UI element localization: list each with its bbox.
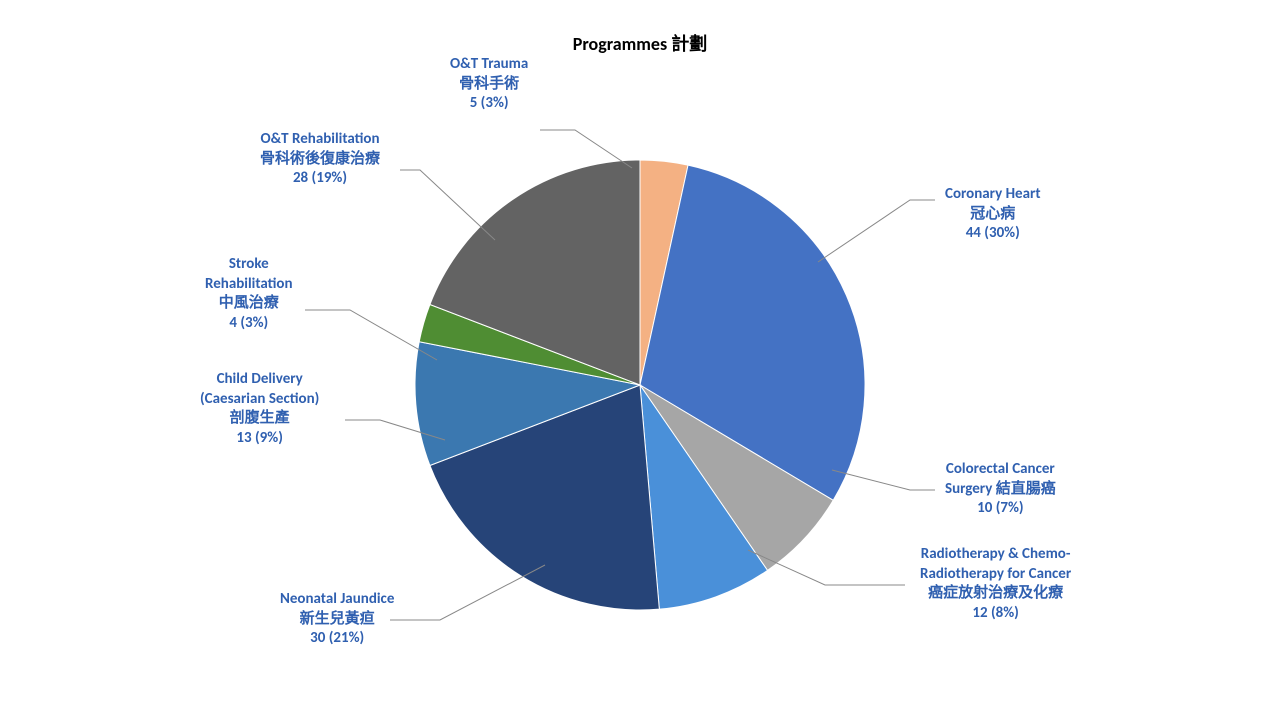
slice-label: Radiotherapy & Chemo-Radiotherapy for Ca… [920, 545, 1071, 623]
slice-label: Coronary Heart冠心病44 (30%) [945, 185, 1041, 244]
slice-label-line: 5 (3%) [450, 94, 528, 114]
slice-label-line: 中風治療 [205, 294, 293, 314]
slice-label-line: 冠心病 [945, 205, 1041, 225]
slice-label-line: O&T Rehabilitation [260, 130, 380, 150]
slice-label-line: Rehabilitation [205, 275, 293, 295]
slice-label-line: 10 (7%) [945, 499, 1056, 519]
chart-title: Programmes 計劃 [573, 30, 707, 56]
slice-label-line: Child Delivery [200, 370, 319, 390]
slice-label-line: 剖腹生產 [200, 409, 319, 429]
slice-label-line: 13 (9%) [200, 429, 319, 449]
slice-label-line: Stroke [205, 255, 293, 275]
pie-chart-svg [0, 0, 1280, 720]
slice-label-line: 骨科術後復康治療 [260, 150, 380, 170]
slice-label: O&T Rehabilitation骨科術後復康治療28 (19%) [260, 130, 380, 189]
slice-label-line: Coronary Heart [945, 185, 1041, 205]
slice-label-line: 癌症放射治療及化療 [920, 584, 1071, 604]
slice-label: StrokeRehabilitation中風治療4 (3%) [205, 255, 293, 333]
slice-label: Neonatal Jaundice新生兒黃疸30 (21%) [280, 590, 394, 649]
slice-label-line: 28 (19%) [260, 169, 380, 189]
leader-line [818, 200, 935, 262]
slice-label: Child Delivery(Caesarian Section)剖腹生產13 … [200, 370, 319, 448]
slice-label-line: Neonatal Jaundice [280, 590, 394, 610]
slice-label: Colorectal CancerSurgery 結直腸癌10 (7%) [945, 460, 1056, 519]
slice-label-line: O&T Trauma [450, 55, 528, 75]
slice-label-line: 30 (21%) [280, 629, 394, 649]
slice-label: O&T Trauma骨科手術5 (3%) [450, 55, 528, 114]
slice-label-line: Radiotherapy for Cancer [920, 565, 1071, 585]
slice-label-line: 44 (30%) [945, 224, 1041, 244]
slice-label-line: 骨科手術 [450, 75, 528, 95]
slice-label-line: (Caesarian Section) [200, 390, 319, 410]
slice-label-line: Surgery 結直腸癌 [945, 480, 1056, 500]
slice-label-line: Radiotherapy & Chemo- [920, 545, 1071, 565]
slice-label-line: Colorectal Cancer [945, 460, 1056, 480]
pie-chart-container: Programmes 計劃 O&T Trauma骨科手術5 (3%) Corona… [0, 0, 1280, 720]
slice-label-line: 12 (8%) [920, 604, 1071, 624]
slice-label-line: 新生兒黃疸 [280, 610, 394, 630]
slice-label-line: 4 (3%) [205, 314, 293, 334]
